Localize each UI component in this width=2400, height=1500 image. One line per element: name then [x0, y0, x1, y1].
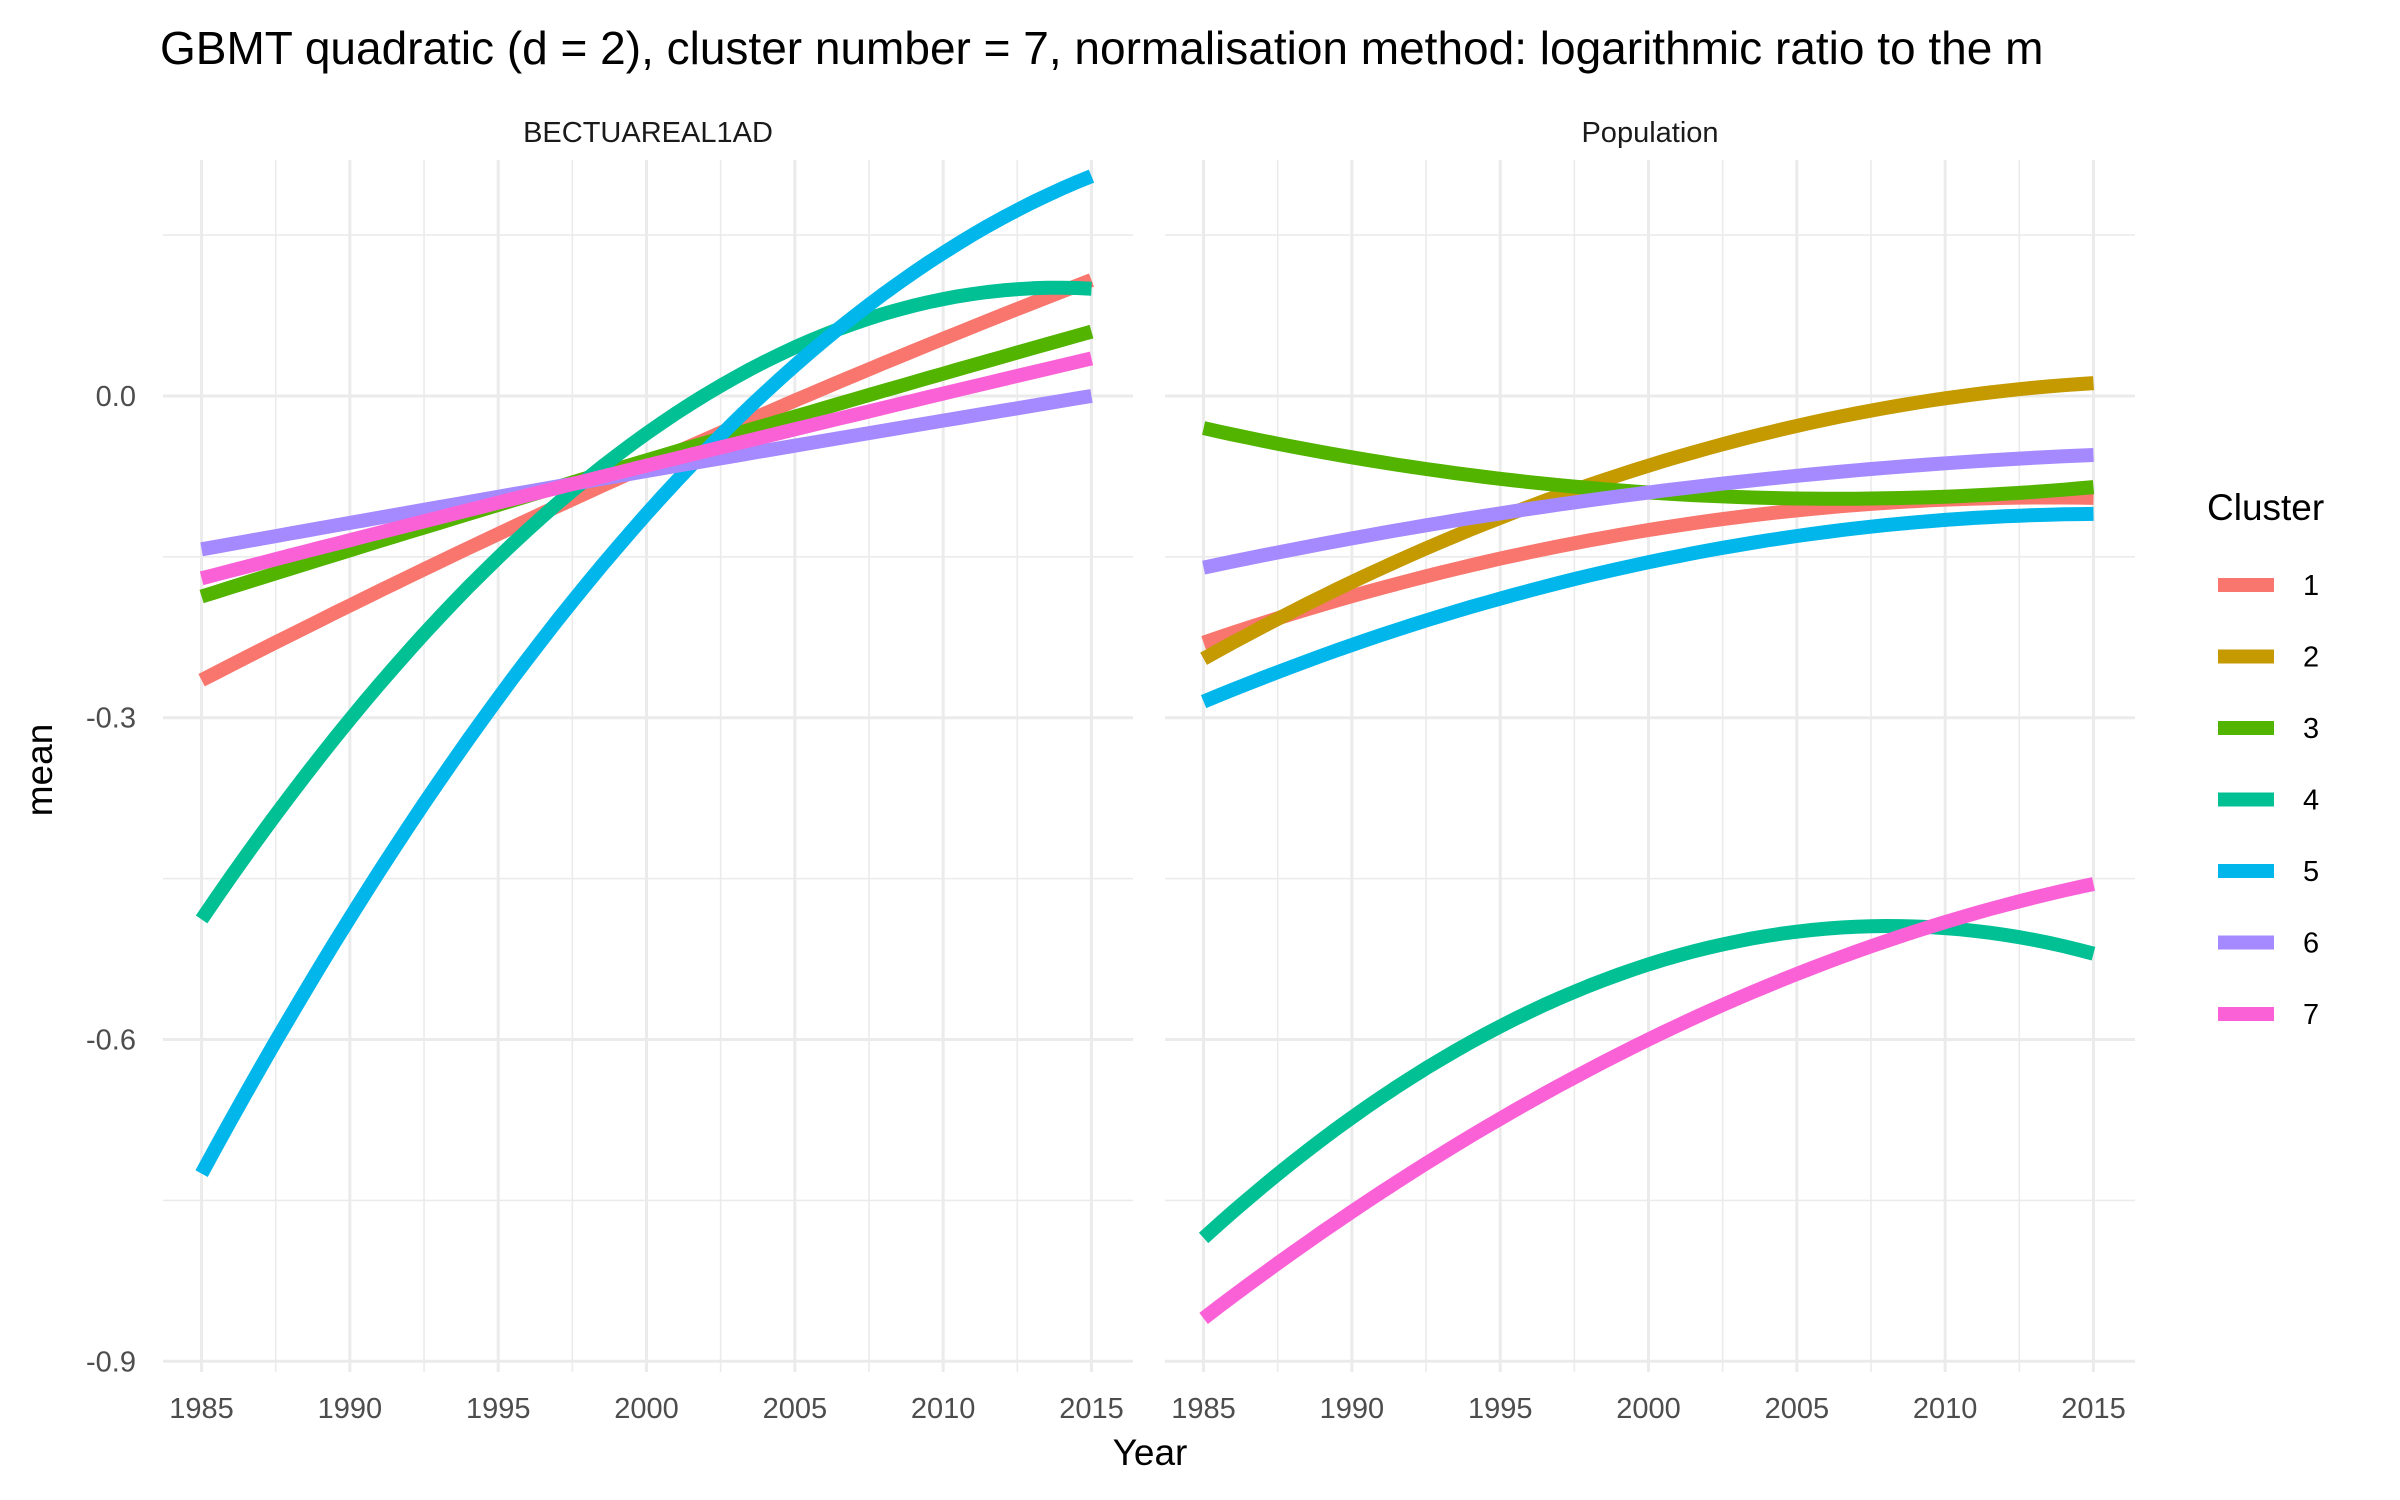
chart-title: GBMT quadratic (d = 2), cluster number =…	[160, 22, 2043, 74]
x-tick-label: 2015	[1059, 1393, 1124, 1425]
y-ticks: -0.9 -0.6 -0.3 0.0	[86, 381, 136, 1378]
series-line-cluster-5	[1200, 506, 2094, 709]
series-group-right	[1198, 376, 2096, 1324]
legend-label-cluster-3: 3	[2303, 713, 2319, 745]
series-line-cluster-7	[199, 351, 1094, 586]
series-line-cluster-5	[195, 169, 1095, 1177]
facet-panel-right: Population 1985 1990 1995 2000 2005 2010 2015	[1165, 117, 2135, 1425]
x-tick-label: 2000	[1616, 1393, 1681, 1425]
x-axis-title: Year	[1113, 1432, 1188, 1473]
x-tick-label: 1990	[318, 1393, 383, 1425]
series-line-cluster-4	[195, 280, 1092, 924]
x-tick-label: 1995	[466, 1393, 531, 1425]
y-tick-label: -0.3	[86, 703, 136, 735]
legend-label-cluster-6: 6	[2303, 928, 2319, 960]
legend-label-cluster-7: 7	[2303, 999, 2319, 1031]
legend-label-cluster-5: 5	[2303, 856, 2319, 888]
x-tick-label: 2000	[614, 1393, 679, 1425]
series-line-cluster-6	[1202, 448, 2094, 575]
legend-label-cluster-4: 4	[2303, 785, 2319, 817]
facet-panel-left: BECTUAREAL1AD 1985 1990 1995 2000 2005 2010 20…	[163, 117, 1133, 1425]
legend-items: 1 2 3 4 5 6 7	[2218, 570, 2319, 1031]
series-group-left	[195, 169, 1095, 1177]
x-ticks-left: 1985 1990 1995 2000 2005 2010 2015	[169, 1393, 1123, 1425]
series-line-cluster-7	[1199, 877, 2095, 1324]
x-tick-label: 2005	[763, 1393, 828, 1425]
x-tick-label: 1990	[1320, 1393, 1385, 1425]
grid-left	[163, 160, 1133, 1372]
legend: Cluster 1 2 3 4 5 6 7	[2207, 487, 2324, 1031]
x-tick-label: 2010	[1913, 1393, 1978, 1425]
facet-strip-left: BECTUAREAL1AD	[523, 117, 773, 149]
x-ticks-right: 1985 1990 1995 2000 2005 2010 2015	[1171, 1393, 2125, 1425]
x-tick-label: 2005	[1765, 1393, 1830, 1425]
x-tick-label: 1985	[1171, 1393, 1236, 1425]
x-tick-label: 1995	[1468, 1393, 1533, 1425]
x-tick-label: 2015	[2061, 1393, 2126, 1425]
x-tick-label: 2010	[911, 1393, 976, 1425]
x-tick-label: 1985	[169, 1393, 234, 1425]
facet-strip-right: Population	[1581, 117, 1718, 149]
y-tick-label: -0.6	[86, 1025, 136, 1057]
legend-title: Cluster	[2207, 487, 2324, 528]
y-tick-label: -0.9	[86, 1346, 136, 1378]
grid-right	[1165, 160, 2135, 1372]
y-axis-title: mean	[19, 724, 60, 817]
legend-label-cluster-2: 2	[2303, 642, 2319, 674]
y-tick-label: 0.0	[96, 381, 136, 413]
legend-label-cluster-1: 1	[2303, 570, 2319, 602]
series-line-cluster-2	[1200, 376, 2094, 665]
